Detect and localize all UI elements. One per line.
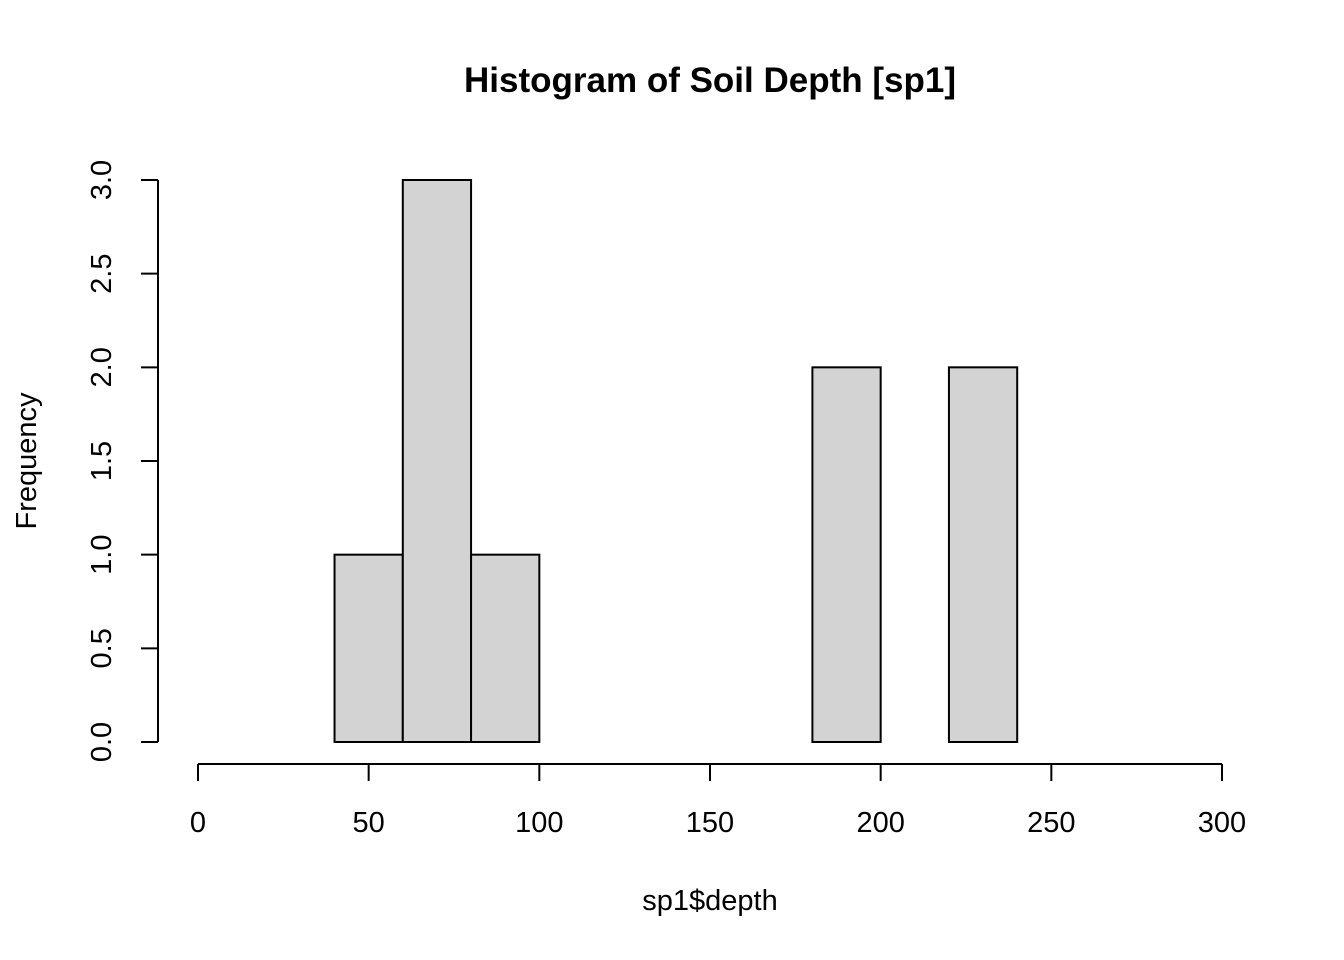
x-tick-label: 100 (515, 807, 563, 839)
bars-group (333, 179, 1019, 744)
histogram-bar (947, 366, 1019, 743)
y-tick-label: 0.5 (86, 628, 118, 668)
x-tick-label: 250 (1027, 807, 1075, 839)
x-tick-label: 0 (190, 807, 206, 839)
y-tick-label: 0.0 (86, 722, 118, 762)
y-axis-label: Frequency (11, 392, 43, 530)
y-tick-label: 1.0 (86, 535, 118, 575)
histogram-bar (401, 179, 473, 743)
y-tick-label: 1.5 (86, 441, 118, 481)
chart-title: Histogram of Soil Depth [sp1] (464, 61, 956, 100)
histogram-bar (811, 366, 882, 743)
y-tick-label: 3.0 (86, 160, 118, 200)
x-tick-label: 50 (353, 807, 385, 839)
y-axis: 0.0 0.5 1.0 1.5 2.0 2.5 3.0 (86, 160, 159, 762)
histogram-bar (470, 553, 541, 744)
x-tick-label: 200 (856, 807, 904, 839)
x-tick-label: 150 (686, 807, 734, 839)
x-axis: 0 50 100 150 200 250 300 (190, 763, 1246, 839)
x-axis-label: sp1$depth (642, 885, 777, 917)
histogram-bar (333, 553, 404, 744)
y-tick-label: 2.0 (86, 347, 118, 387)
y-tick-label: 2.5 (86, 254, 118, 294)
x-tick-label: 300 (1198, 807, 1246, 839)
